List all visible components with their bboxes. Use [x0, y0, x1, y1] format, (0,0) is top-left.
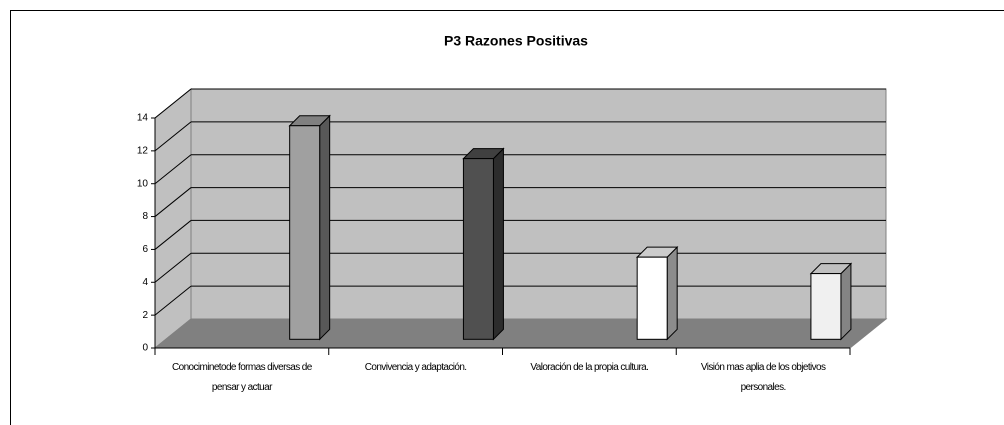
x-tick-label: Convivencia y adaptación.	[364, 362, 467, 373]
grid-line	[154, 154, 192, 185]
bar-side	[840, 262, 852, 341]
bar	[462, 158, 494, 340]
bar	[289, 125, 321, 340]
x-tick-label: Visión mas aplia de los objetivos person…	[700, 362, 826, 393]
grid-line	[154, 121, 192, 152]
bar-side	[492, 147, 504, 341]
floor	[153, 318, 888, 349]
bar-side	[666, 245, 678, 341]
y-tick-label: 8	[142, 211, 148, 222]
grid-line	[154, 220, 192, 250]
bar	[636, 256, 668, 340]
grid-line	[154, 285, 192, 316]
x-tick-label: Conociminetode formas diversas de pensar…	[172, 362, 312, 393]
y-tick-label: 10	[137, 178, 149, 189]
y-tick-label: 14	[137, 113, 149, 124]
grid-line	[154, 88, 192, 119]
y-tick-label: 12	[137, 145, 149, 156]
y-tick-label: 0	[142, 343, 148, 354]
grid-line	[154, 252, 192, 283]
grid-line	[154, 187, 192, 217]
y-tick-label: 6	[142, 244, 148, 255]
y-tick-label: 2	[142, 310, 148, 321]
bar-side	[319, 114, 331, 341]
chart-title: P3 Razones Positivas	[444, 33, 588, 49]
y-tick-label: 4	[142, 277, 148, 288]
x-tick-label: Valoración de la propia cultura.	[530, 362, 649, 373]
left-wall	[154, 87, 192, 350]
bar	[810, 273, 842, 340]
